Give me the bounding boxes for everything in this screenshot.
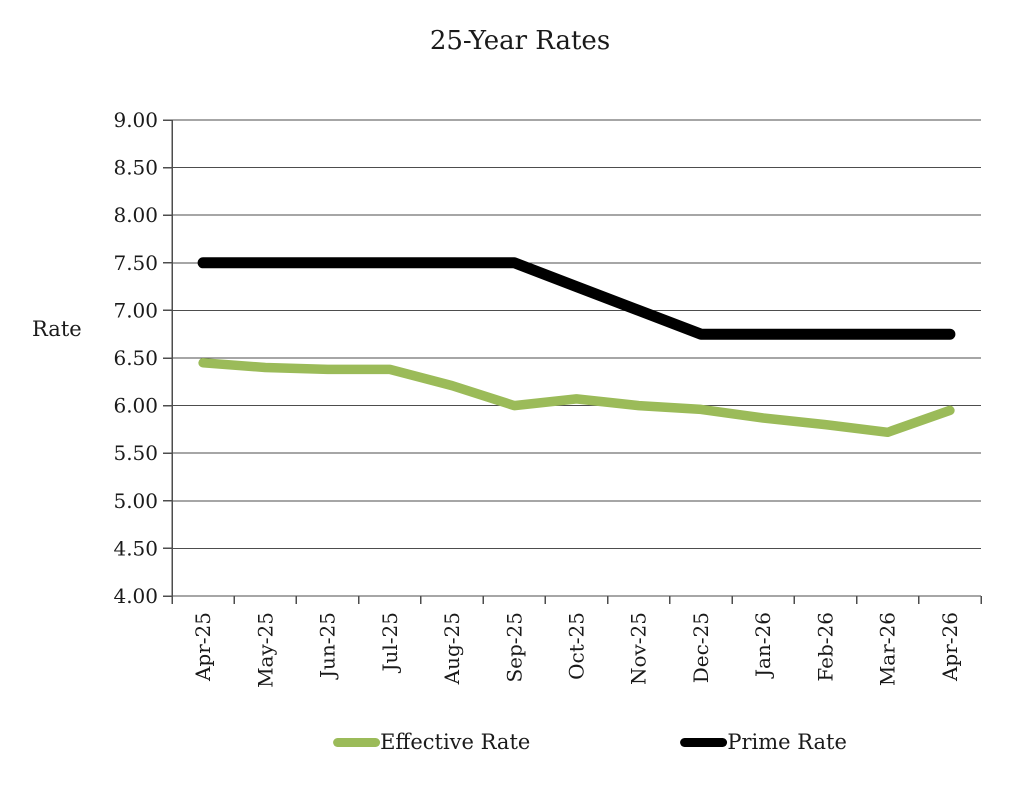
y-tick-label: 5.50 bbox=[113, 441, 158, 465]
legend-label-prime-rate: Prime Rate bbox=[727, 730, 847, 754]
legend-swatch-effective-rate bbox=[333, 737, 381, 747]
y-tick-label: 8.50 bbox=[113, 156, 158, 180]
y-tick-label: 4.00 bbox=[113, 584, 158, 608]
legend-item-prime-rate: Prime Rate bbox=[680, 729, 847, 755]
y-tick-label: 5.00 bbox=[113, 489, 158, 513]
legend: Effective Rate Prime Rate bbox=[333, 729, 847, 755]
x-tick-label: Jan-26 bbox=[751, 612, 775, 679]
y-tick-label: 6.50 bbox=[113, 346, 158, 370]
x-tick-label: Dec-25 bbox=[689, 612, 713, 683]
x-tick-label: Jul-25 bbox=[378, 612, 402, 674]
legend-swatch-prime-rate bbox=[680, 737, 728, 747]
x-tick-label: Apr-26 bbox=[938, 612, 962, 682]
y-tick-label: 4.50 bbox=[113, 536, 158, 560]
x-tick-label: Jun-25 bbox=[316, 612, 340, 680]
x-tick-label: Sep-25 bbox=[502, 612, 526, 683]
y-tick-label: 6.00 bbox=[113, 394, 158, 418]
legend-item-effective-rate: Effective Rate bbox=[333, 729, 530, 755]
y-tick-label: 7.00 bbox=[113, 298, 158, 322]
series-line-prime-rate bbox=[197, 257, 956, 340]
x-tick-label: Mar-26 bbox=[876, 612, 900, 686]
legend-label-effective-rate: Effective Rate bbox=[380, 730, 531, 754]
x-tick-label: May-25 bbox=[253, 612, 277, 688]
chart-title: 25-Year Rates bbox=[429, 26, 611, 56]
x-tick-label: Nov-25 bbox=[627, 612, 651, 685]
series-line-effective-rate bbox=[198, 358, 955, 438]
x-tick-label: Aug-25 bbox=[440, 612, 464, 685]
x-tick-label: Apr-25 bbox=[191, 612, 215, 682]
y-tick-label: 8.00 bbox=[113, 203, 158, 227]
y-tick-label: 9.00 bbox=[113, 108, 158, 132]
x-tick-label: Oct-25 bbox=[565, 612, 589, 680]
y-axis-title: Rate bbox=[32, 317, 82, 341]
y-tick-label: 7.50 bbox=[113, 251, 158, 275]
x-tick-label: Feb-26 bbox=[813, 612, 837, 682]
